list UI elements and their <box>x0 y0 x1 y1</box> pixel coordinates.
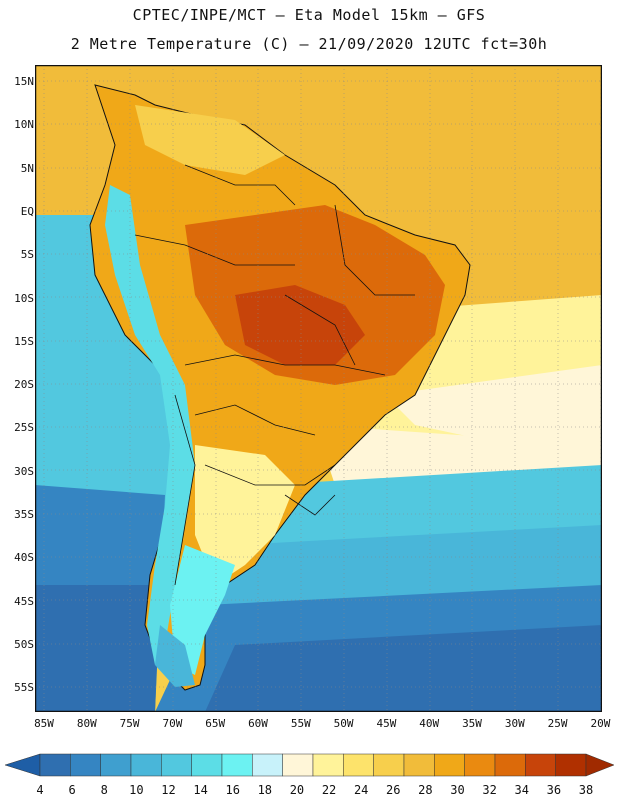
lat-label: 45S <box>14 594 34 608</box>
lon-label: 60W <box>248 717 268 730</box>
lon-label: 25W <box>547 717 568 730</box>
lat-label: 55S <box>14 681 34 695</box>
colorbar-tick-label: 22 <box>321 783 337 797</box>
lat-label: 15S <box>14 334 34 348</box>
lon-label: 40W <box>419 717 440 730</box>
lon-label: 85W <box>34 717 54 730</box>
graticule <box>35 65 602 712</box>
lat-label: 10S <box>14 291 34 305</box>
land-patagonia <box>170 545 235 675</box>
colorbar-segment <box>161 753 192 777</box>
colorbar-tick-label: 18 <box>257 783 273 797</box>
colorbar-segment <box>70 753 101 777</box>
colorbar-segment <box>555 753 587 777</box>
colorbar-tick-label: 8 <box>100 783 108 797</box>
colorbar-segment <box>221 753 253 777</box>
lat-label: 5S <box>20 248 34 262</box>
lat-label: EQ <box>20 204 34 218</box>
colorbar-segment <box>343 753 374 777</box>
lat-label: 10N <box>14 118 34 132</box>
lon-label: 75W <box>119 717 140 730</box>
colorbar-tick-label: 14 <box>193 783 208 797</box>
map-panel <box>35 65 602 712</box>
colorbar-tick-label: 20 <box>289 783 305 797</box>
colorbar-tick-label: 38 <box>578 783 594 797</box>
colorbar-segment <box>130 753 162 777</box>
land-interior-hot <box>235 285 365 365</box>
colorbar-segment <box>373 753 405 777</box>
title-line-2: 2 Metre Temperature (C) – 21/09/2020 12U… <box>70 35 548 53</box>
colorbar-segment <box>39 753 71 777</box>
land-patagonia-cold <box>155 625 195 687</box>
lat-label: 35S <box>14 508 34 521</box>
lon-label: 55W <box>290 717 311 730</box>
colorbar-tick-label: 26 <box>386 783 401 797</box>
lat-label: 5N <box>20 161 34 175</box>
colorbar-segment <box>191 753 223 777</box>
lat-label: 15N <box>14 75 34 88</box>
lon-label: 30W <box>504 717 525 730</box>
map-border <box>35 65 602 712</box>
lon-label: 65W <box>205 717 226 730</box>
colorbar-tick-label: 30 <box>450 783 465 797</box>
lat-label: 30S <box>14 464 34 478</box>
colorbar-tick-label: 32 <box>482 783 497 797</box>
colorbar-tick-label: 16 <box>225 783 240 797</box>
lon-label: 35W <box>462 717 482 730</box>
lon-label: 50W <box>333 717 354 730</box>
title-line-1: CPTEC/INPE/MCT – Eta Model 15km – GFS <box>132 6 486 24</box>
colorbar-segment <box>525 753 556 777</box>
colorbar <box>4 753 615 777</box>
colorbar-segment <box>494 753 526 777</box>
colorbar-left-arrow <box>4 753 41 777</box>
colorbar-segment <box>252 753 283 777</box>
colorbar-segment <box>434 753 465 777</box>
lon-label: 70W <box>162 717 183 730</box>
lat-label: 20S <box>14 378 34 392</box>
colorbar-tick-label: 4 <box>36 783 44 797</box>
colorbar-segment <box>282 753 314 777</box>
colorbar-tick-label: 6 <box>68 783 76 797</box>
ocean-pacific-deep <box>35 585 160 712</box>
country-borders <box>134 164 415 586</box>
colorbar-segment <box>100 753 132 777</box>
lon-label: 80W <box>76 717 97 730</box>
lon-label: 45W <box>376 717 397 730</box>
colorbar-tick-label: 24 <box>353 783 369 797</box>
lat-label: 40S <box>14 551 34 565</box>
lat-label: 25S <box>14 421 34 435</box>
land-north-coast <box>135 105 285 175</box>
colorbar-tick-label: 36 <box>546 783 562 797</box>
colorbar-segment <box>403 753 435 777</box>
ocean-band-pale <box>385 365 602 465</box>
colorbar-segment <box>464 753 496 777</box>
lon-label: 20W <box>590 717 611 730</box>
colorbar-right-arrow <box>585 753 615 777</box>
colorbar-tick-label: 10 <box>129 783 144 797</box>
colorbar-tick-label: 34 <box>514 783 529 797</box>
land-southern-cone <box>195 445 295 585</box>
colorbar-segment <box>312 753 344 777</box>
lat-label: 50S <box>14 637 34 651</box>
ocean-south-atlantic-deep <box>205 625 602 712</box>
colorbar-tick-label: 28 <box>418 783 433 797</box>
colorbar-tick-label: 12 <box>161 783 176 797</box>
land-andes <box>105 185 195 665</box>
